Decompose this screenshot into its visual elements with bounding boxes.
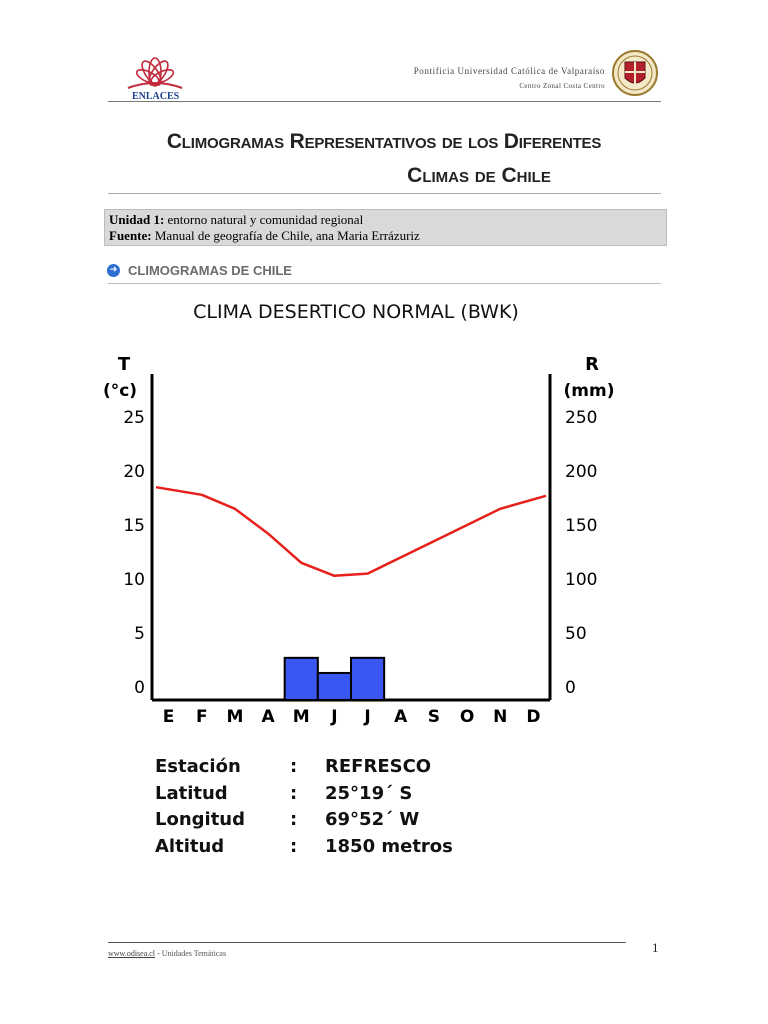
enlaces-logo: ENLACES xyxy=(120,48,190,102)
temperature-line xyxy=(155,485,547,578)
page-title-line1: Climogramas Representativos de los Difer… xyxy=(166,130,602,153)
page-title-line2: Climas de Chile xyxy=(407,164,551,187)
month-label: S xyxy=(428,707,440,727)
right-axis-tick-label: 50 xyxy=(565,624,587,644)
month-label: A xyxy=(394,707,408,727)
arrow-right-icon: ➜ xyxy=(107,264,120,277)
climograph-chart: CLIMA DESERTICO NORMAL (BWK) T (°c) R (mm) 0 5… xyxy=(90,292,690,732)
fuente-label: Fuente: xyxy=(109,228,152,243)
month-label: E xyxy=(163,707,175,727)
right-axis-tick-label: 0 xyxy=(565,678,576,698)
university-subunit: Centro Zonal Costa Centro xyxy=(519,82,605,90)
month-label: J xyxy=(363,707,370,727)
month-label: J xyxy=(330,707,337,727)
precipitation-bar xyxy=(350,656,386,701)
left-axis-tick-label: 15 xyxy=(123,516,145,536)
unidad-label: Unidad 1: xyxy=(109,212,165,227)
station-row-value: REFRESCO xyxy=(325,756,432,777)
station-row-separator: : xyxy=(290,756,298,777)
header-divider xyxy=(108,101,661,102)
left-axis-tick-label: 25 xyxy=(123,408,145,428)
month-label: M xyxy=(293,707,310,727)
right-axis-tick-label: 250 xyxy=(565,408,597,428)
left-axis-tick-label: 10 xyxy=(123,570,145,590)
footer-caption: - Unidades Temáticas xyxy=(155,949,227,958)
left-axis-tick-label: 5 xyxy=(134,624,145,644)
month-label: D xyxy=(526,707,540,727)
fuente-value: Manual de geografía de Chile, ana Maria … xyxy=(151,228,420,243)
month-label: A xyxy=(261,707,275,727)
station-row: Estación: REFRESCO xyxy=(155,756,555,783)
station-row-label: Estación xyxy=(155,756,241,777)
title-divider xyxy=(108,193,661,194)
station-row-value: 69°52´ W xyxy=(325,809,420,830)
station-row-separator: : xyxy=(290,835,298,857)
footer-text: www.odisea.cl - Unidades Temáticas xyxy=(108,949,226,958)
right-axis-tick-label: 100 xyxy=(565,570,597,590)
station-row-label: Longitud xyxy=(155,809,246,830)
right-axis-unit: (mm) xyxy=(564,381,615,401)
fuente-line: Fuente: Manual de geografía de Chile, an… xyxy=(109,228,662,244)
station-row-separator: : xyxy=(290,782,298,804)
university-name: Pontificia Universidad Católica de Valpa… xyxy=(413,66,605,76)
left-axis-unit: (°c) xyxy=(103,381,137,401)
section-divider xyxy=(108,283,661,284)
left-axis-symbol: T xyxy=(118,354,131,375)
section-heading: CLIMOGRAMAS DE CHILE xyxy=(128,263,292,278)
station-row: Longitud: 69°52´ W xyxy=(155,809,555,836)
station-row-value: 25°19´ S xyxy=(325,782,413,804)
station-row: Latitud: 25°19´ S xyxy=(155,783,555,810)
chart-title: CLIMA DESERTICO NORMAL (BWK) xyxy=(193,301,519,323)
right-axis-tick-label: 150 xyxy=(565,516,597,536)
right-axis-symbol: R xyxy=(585,354,599,375)
university-crest-icon xyxy=(611,46,659,100)
station-info: Estación: REFRESCO Latitud: 25°19´ S Longitu… xyxy=(155,756,555,862)
page-number: 1 xyxy=(652,940,659,955)
station-row-value: 1850 metros xyxy=(325,835,453,857)
left-axis-tick-label: 20 xyxy=(123,462,145,482)
info-box: Unidad 1: entorno natural y comunidad re… xyxy=(104,209,667,246)
climograph-svg: CLIMA DESERTICO NORMAL (BWK) T (°c) R (mm) 0 5… xyxy=(103,301,615,727)
precipitation-bar xyxy=(283,656,319,701)
unidad-value: entorno natural y comunidad regional xyxy=(164,212,364,227)
logo-text: ENLACES xyxy=(132,91,180,102)
footer-link[interactable]: www.odisea.cl xyxy=(108,949,156,958)
station-row-label: Latitud xyxy=(155,782,228,804)
month-label: M xyxy=(226,707,243,727)
right-axis-tick-label: 200 xyxy=(565,462,597,482)
month-label: F xyxy=(196,707,208,727)
unidad-line: Unidad 1: entorno natural y comunidad re… xyxy=(109,212,662,228)
month-label: O xyxy=(460,707,474,727)
left-axis-tick-label: 0 xyxy=(134,678,145,698)
month-label: N xyxy=(493,707,507,727)
footer-divider xyxy=(108,942,626,943)
precipitation-bar xyxy=(316,671,352,701)
station-row-separator: : xyxy=(290,809,298,830)
station-row: Altitud: 1850 metros xyxy=(155,836,555,863)
station-row-label: Altitud xyxy=(155,835,225,857)
